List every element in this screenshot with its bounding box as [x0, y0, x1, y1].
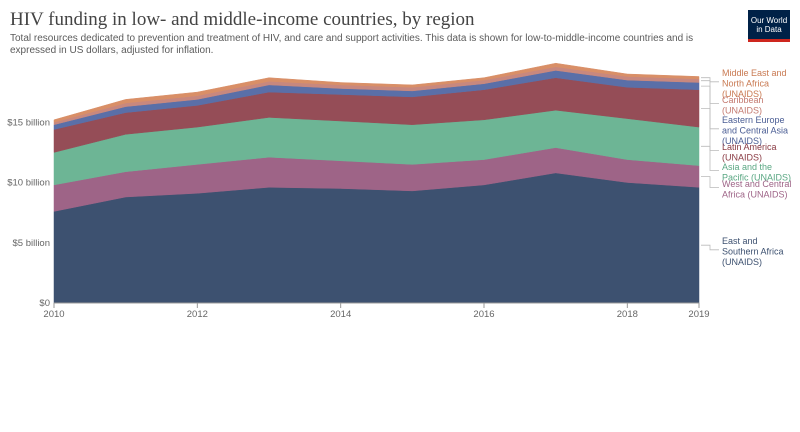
legend-connector — [701, 244, 719, 251]
legend-connector — [701, 176, 719, 188]
legend-label: East and Southern Africa (UNAIDS) — [722, 236, 784, 267]
legend-label: West and Central Africa (UNAIDS) — [722, 179, 791, 200]
chart-subtitle: Total resources dedicated to prevention … — [10, 33, 694, 56]
x-tick-label: 2010 — [43, 309, 64, 320]
legend-connector — [701, 77, 719, 83]
area-series — [53, 62, 700, 123]
y-tick-label: $10 billion — [7, 178, 50, 189]
x-tick-label: 2012 — [187, 309, 208, 320]
legend-connector — [701, 85, 719, 130]
legend-label: Middle East and North Africa (UNAIDS) — [722, 68, 787, 99]
legend-connector — [701, 108, 719, 151]
logo-line-1: Our World — [750, 15, 788, 25]
legend-label: Caribbean (UNAIDS) — [722, 95, 764, 116]
x-tick-label: 2016 — [473, 309, 494, 320]
x-tick-label: 2014 — [330, 309, 351, 320]
owid-logo[interactable]: Our World in Data — [748, 10, 790, 42]
legend-label: Latin America (UNAIDS) — [722, 142, 777, 163]
legend-label: Eastern Europe and Central Asia (UNAIDS) — [722, 115, 788, 146]
y-tick-label: $5 billion — [13, 238, 51, 249]
chart-title: HIV funding in low- and middle-income co… — [10, 9, 475, 30]
legend-label: Asia and the Pacific (UNAIDS) — [722, 162, 791, 183]
x-tick-label: 2019 — [688, 309, 709, 320]
y-tick-label: $15 billion — [7, 117, 50, 128]
x-tick-label: 2018 — [617, 309, 638, 320]
legend-connector — [701, 145, 719, 171]
logo-line-2: in Data — [756, 24, 782, 34]
y-tick-label: $0 — [39, 298, 50, 309]
